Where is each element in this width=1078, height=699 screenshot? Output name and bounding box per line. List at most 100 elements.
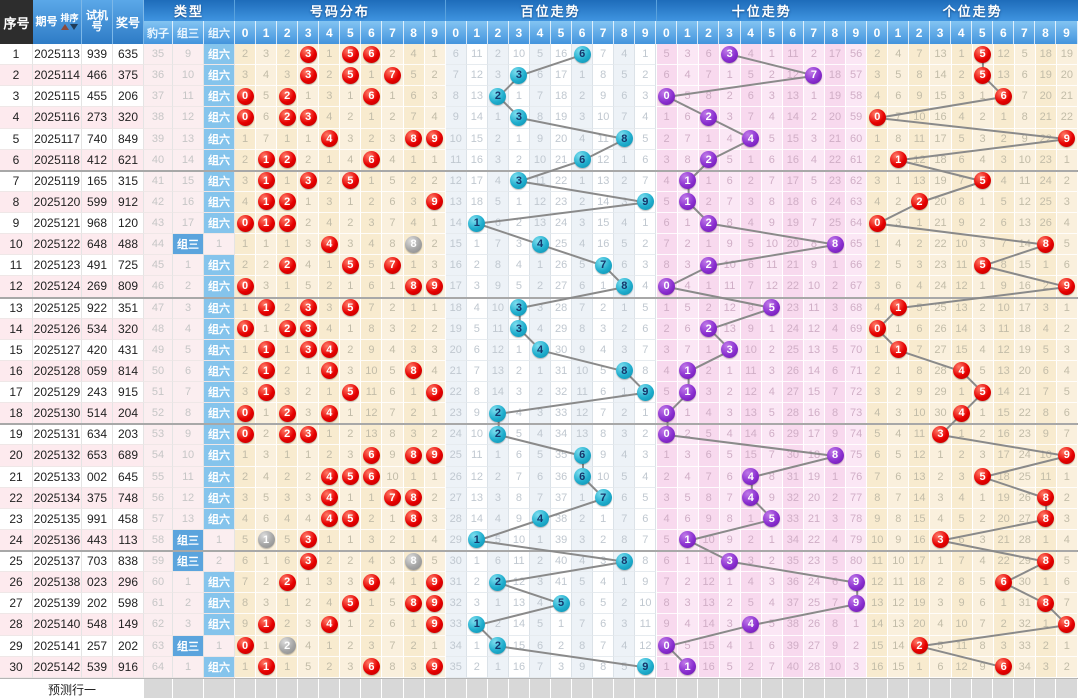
zusan-cell: 11 xyxy=(173,466,204,488)
miss-count-cell: 25 xyxy=(782,339,804,361)
miss-count-cell: 1 xyxy=(361,593,383,615)
drawn-cell: 1 xyxy=(256,297,278,319)
miss-count-cell: 26 xyxy=(930,318,952,340)
miss-count-cell: 11 xyxy=(951,635,973,657)
miss-count-cell: 40 xyxy=(551,551,573,573)
miss-count-cell: 3 xyxy=(424,508,446,530)
miss-count-cell: 3 xyxy=(1056,191,1078,213)
miss-count-cell: 3 xyxy=(930,487,952,509)
miss-count-cell: 3 xyxy=(972,318,994,340)
miss-count-cell: 5 xyxy=(1056,551,1078,573)
drawn-cell: 8 xyxy=(403,128,425,150)
miss-count-cell: 68 xyxy=(846,297,868,319)
number-ball: 9 xyxy=(636,658,654,676)
miss-count-cell: 4 xyxy=(298,508,320,530)
test-number-cell: 539 xyxy=(82,656,113,678)
test-number-cell: 991 xyxy=(82,508,113,530)
miss-count-cell: 12 xyxy=(508,572,530,594)
number-ball: 6 xyxy=(573,151,591,169)
miss-count-cell: 4 xyxy=(951,487,973,509)
miss-count-cell: 1 xyxy=(508,128,530,150)
miss-count-cell: 5 xyxy=(656,529,678,551)
drawn-cell: 2 xyxy=(277,191,299,213)
miss-count-cell: 11 xyxy=(867,551,889,573)
miss-count-cell: 3 xyxy=(867,65,889,87)
miss-count-cell: 15 xyxy=(740,445,762,467)
miss-count-cell: 4 xyxy=(530,424,552,446)
seq-cell: 22 xyxy=(0,487,33,509)
miss-count-cell: 27 xyxy=(803,635,825,657)
miss-count-cell: 34 xyxy=(782,529,804,551)
drawn-cell: 8 xyxy=(403,593,425,615)
miss-count-cell: 14 xyxy=(867,614,889,636)
miss-count-cell: 6 xyxy=(572,276,594,298)
miss-count-cell: 4 xyxy=(487,508,509,530)
drawn-cell: 4 xyxy=(530,508,552,530)
number-ball: 8 xyxy=(405,362,423,380)
miss-count-cell: 7 xyxy=(719,191,741,213)
miss-count-cell: 4 xyxy=(825,529,847,551)
miss-count-cell: 6 xyxy=(761,424,783,446)
miss-count-cell: 4 xyxy=(614,44,636,66)
seq-cell: 16 xyxy=(0,360,33,382)
miss-count-cell: 4 xyxy=(319,107,341,129)
period-cell: 2025124 xyxy=(33,276,82,298)
miss-count-cell: 2 xyxy=(382,107,404,129)
number-ball: 2 xyxy=(278,573,296,591)
miss-count-cell: 4 xyxy=(740,572,762,594)
miss-count-cell: 8 xyxy=(572,318,594,340)
miss-count-cell: 7 xyxy=(951,170,973,192)
drawn-cell: 4 xyxy=(740,487,762,509)
number-ball: 2 xyxy=(278,425,296,443)
miss-count-cell: 35 xyxy=(782,551,804,573)
miss-count-cell: 5 xyxy=(825,339,847,361)
sort-asc-icon[interactable] xyxy=(60,24,69,30)
miss-count-cell: 1 xyxy=(361,487,383,509)
miss-count-cell: 3 xyxy=(319,86,341,108)
miss-count-cell: 6 xyxy=(656,65,678,87)
sort-desc-icon[interactable] xyxy=(69,24,78,30)
sort-control[interactable]: 排序 xyxy=(60,14,79,30)
miss-count-cell: 41 xyxy=(551,572,573,594)
miss-count-cell: 12 xyxy=(888,593,910,615)
miss-count-cell: 1 xyxy=(740,635,762,657)
prediction-empty-cell xyxy=(550,679,572,699)
miss-count-cell: 1 xyxy=(277,128,299,150)
miss-count-cell: 3 xyxy=(761,86,783,108)
number-ball: 8 xyxy=(1037,235,1055,253)
miss-count-cell: 1 xyxy=(930,551,952,573)
zuliu-cell: 组六 xyxy=(204,191,235,213)
number-ball: 9 xyxy=(426,594,444,612)
miss-count-cell: 10 xyxy=(719,255,741,277)
prize-number-cell: 912 xyxy=(113,191,144,213)
miss-count-cell: 8 xyxy=(593,656,615,678)
seq-cell: 14 xyxy=(0,318,33,340)
drawn-cell: 3 xyxy=(508,318,530,340)
drawn-cell: 3 xyxy=(298,551,320,573)
prediction-row-tab[interactable]: 预测行一 xyxy=(0,678,144,699)
miss-count-cell: 21 xyxy=(551,149,573,171)
prediction-empty-cell xyxy=(319,679,341,699)
miss-count-cell: 23 xyxy=(551,191,573,213)
miss-count-cell: 65 xyxy=(846,234,868,256)
drawn-cell: 0 xyxy=(867,107,889,129)
miss-count-cell: 19 xyxy=(825,86,847,108)
number-ball: 8 xyxy=(615,552,633,570)
miss-count-cell: 12 xyxy=(719,297,741,319)
miss-count-cell: 4 xyxy=(572,551,594,573)
miss-count-cell: 6 xyxy=(930,656,952,678)
number-ball: 6 xyxy=(362,45,380,63)
miss-count-cell: 16 xyxy=(466,149,488,171)
miss-count-cell: 2 xyxy=(740,170,762,192)
miss-count-cell: 11 xyxy=(1035,466,1057,488)
miss-count-cell: 2 xyxy=(235,255,257,277)
number-ball: 2 xyxy=(489,637,507,655)
miss-count-cell: 1 xyxy=(761,529,783,551)
miss-count-cell: 24 xyxy=(782,318,804,340)
number-ball: 4 xyxy=(953,362,971,380)
number-ball: 5 xyxy=(341,510,359,528)
miss-count-cell: 7 xyxy=(635,529,657,551)
miss-count-cell: 22 xyxy=(993,551,1015,573)
miss-count-cell: 3 xyxy=(382,318,404,340)
miss-count-cell: 79 xyxy=(846,529,868,551)
